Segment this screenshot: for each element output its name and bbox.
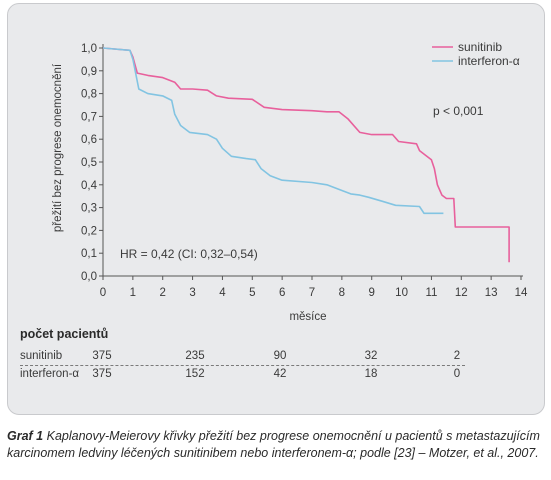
- risk-value: 152: [185, 368, 205, 380]
- risk-value: 32: [364, 350, 378, 362]
- x-tick-label: 0: [100, 287, 106, 299]
- x-tick-label: 4: [219, 287, 226, 299]
- risk-value: 375: [92, 368, 112, 380]
- x-tick-label: 12: [455, 287, 468, 299]
- axes: 0,00,10,20,30,40,50,60,70,80,91,00 1 2 3 4 5 6…: [81, 43, 528, 299]
- y-tick-label: 1,0: [81, 43, 97, 55]
- legend-label: interferon-α: [458, 54, 520, 68]
- risk-value: 42: [273, 368, 287, 380]
- y-tick-label: 0,2: [81, 225, 97, 237]
- risk-value: 375: [92, 350, 112, 362]
- y-axis-label: přežití bez progrese onemocnění: [52, 63, 64, 232]
- y-tick-label: 0,4: [81, 180, 98, 192]
- x-axis-label: měsíce: [289, 311, 326, 323]
- x-tick-label: 2: [160, 287, 166, 299]
- caption-label: Graf 1: [7, 429, 44, 443]
- curves: [102, 47, 510, 263]
- series-line-1: [102, 47, 444, 215]
- risk-row-sunitinib: sunitinib 375 235 90 32 2: [20, 350, 480, 364]
- x-tick-label: 9: [369, 287, 375, 299]
- x-tick-label: 3: [189, 287, 195, 299]
- caption-text: Kaplanovy-Meierovy křivky přežití bez pr…: [7, 429, 540, 460]
- y-tick-label: 0,5: [81, 157, 97, 169]
- y-tick-label: 0,9: [81, 66, 97, 78]
- y-tick-label: 0,1: [81, 248, 97, 260]
- risk-row-interferon: interferon-α 375 152 42 18 0: [20, 368, 480, 382]
- x-tick-label: 14: [515, 287, 528, 299]
- x-tick-label: 5: [249, 287, 255, 299]
- risk-table-divider: [20, 365, 465, 366]
- p-value-annotation: p < 0,001: [433, 104, 484, 118]
- risk-row-label: sunitinib: [20, 350, 63, 362]
- x-tick-label: 8: [339, 287, 345, 299]
- risk-row-label: interferon-α: [20, 368, 80, 380]
- hr-annotation: HR = 0,42 (CI: 0,32–0,54): [120, 247, 258, 261]
- x-tick-label: 1: [130, 287, 136, 299]
- chart-panel: [7, 3, 545, 415]
- risk-value: 0: [453, 368, 461, 380]
- y-tick-label: 0,3: [81, 203, 97, 215]
- x-tick-label: 11: [425, 287, 437, 299]
- series-line-0: [102, 47, 510, 263]
- y-tick-label: 0,7: [81, 111, 97, 123]
- y-tick-label: 0,8: [81, 89, 97, 101]
- figure-caption: Graf 1 Kaplanovy-Meierovy křivky přežití…: [7, 428, 543, 461]
- risk-value: 18: [364, 368, 378, 380]
- x-tick-label: 13: [485, 287, 498, 299]
- x-tick-label: 7: [309, 287, 315, 299]
- x-tick-label: 10: [395, 287, 408, 299]
- y-tick-label: 0,6: [81, 134, 97, 146]
- risk-table-title: počet pacientů: [20, 327, 109, 341]
- x-tick-label: 6: [279, 287, 285, 299]
- risk-value: 2: [453, 350, 461, 362]
- risk-value: 235: [185, 350, 205, 362]
- km-chart: 0,00,10,20,30,40,50,60,70,80,91,00 1 2 3 4 5 6…: [52, 40, 528, 323]
- legend-label: sunitinib: [458, 40, 502, 54]
- y-tick-label: 0,0: [81, 271, 97, 283]
- risk-value: 90: [273, 350, 287, 362]
